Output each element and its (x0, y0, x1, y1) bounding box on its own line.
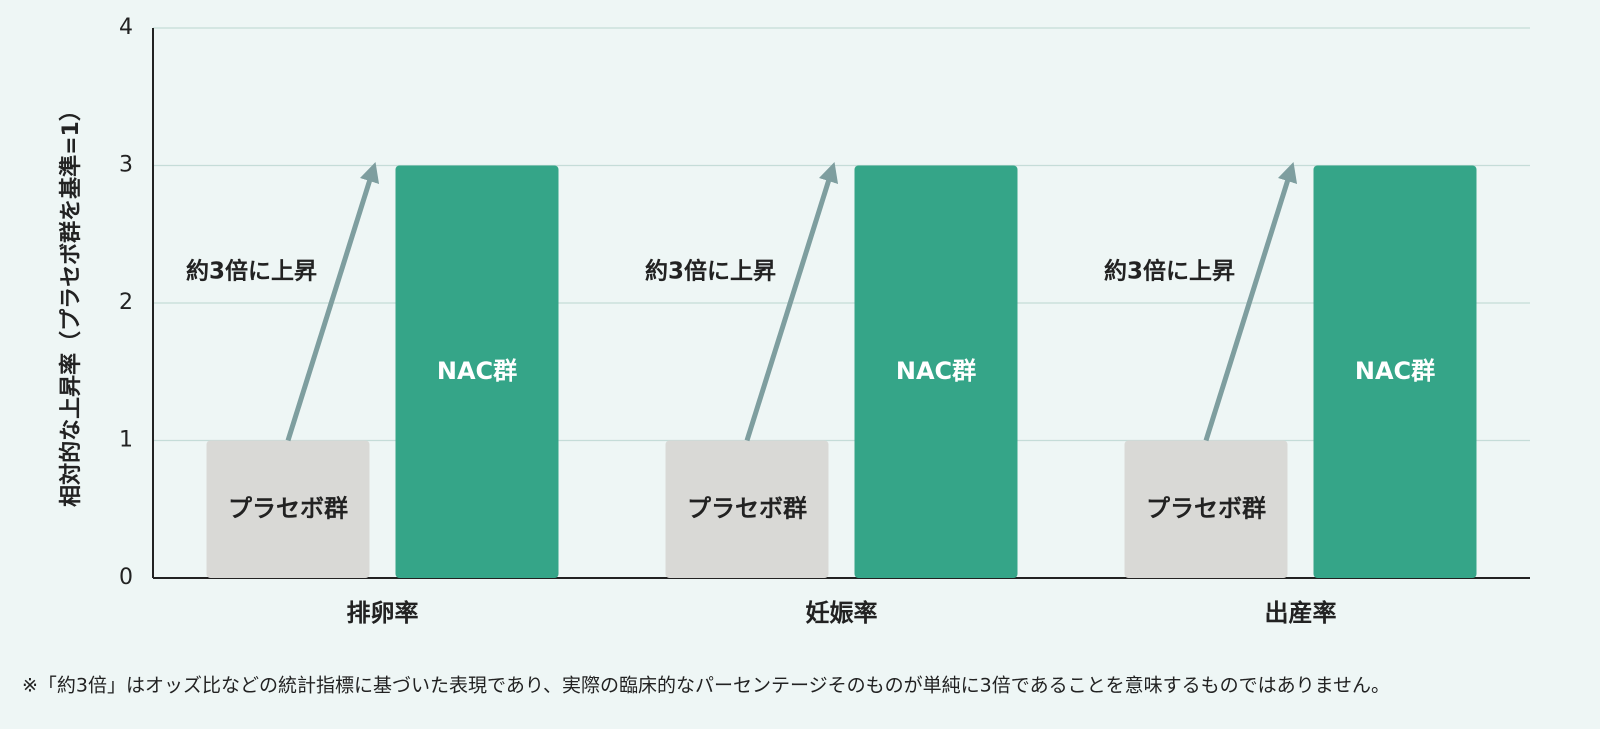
bar (395, 165, 559, 578)
footnote: ※「約3倍」はオッズ比などの統計指標に基づいた表現であり、実際の臨床的なパーセン… (22, 675, 1390, 697)
bar-label: プラセボ群 (228, 494, 348, 522)
y-tick-label: 1 (119, 428, 133, 453)
y-tick-label: 4 (119, 15, 133, 40)
y-tick-label: 2 (119, 290, 133, 315)
bar (1313, 165, 1477, 578)
y-tick-label: 3 (119, 153, 133, 178)
bar (1124, 440, 1288, 578)
x-tick-label: 出産率 (1265, 599, 1337, 627)
bar (854, 165, 1018, 578)
bar-label: NAC群 (896, 357, 976, 385)
x-tick-label: 妊娠率 (806, 599, 878, 627)
annotation: 約3倍に上昇 (186, 258, 317, 285)
y-axis-label: 相対的な上昇率（プラセボ群を基準=1） (58, 99, 84, 507)
bar-label: NAC群 (437, 357, 517, 385)
arrow (744, 161, 839, 442)
arrow (1203, 161, 1298, 442)
bar-label: プラセボ群 (687, 494, 807, 522)
annotation: 約3倍に上昇 (645, 258, 776, 285)
x-tick-label: 排卵率 (347, 599, 419, 627)
bar-label: プラセボ群 (1146, 494, 1266, 522)
y-tick-label: 0 (119, 565, 133, 590)
annotation: 約3倍に上昇 (1104, 258, 1235, 285)
arrow (285, 161, 380, 442)
bar (665, 440, 829, 578)
bar-label: NAC群 (1355, 357, 1435, 385)
bar (206, 440, 370, 578)
